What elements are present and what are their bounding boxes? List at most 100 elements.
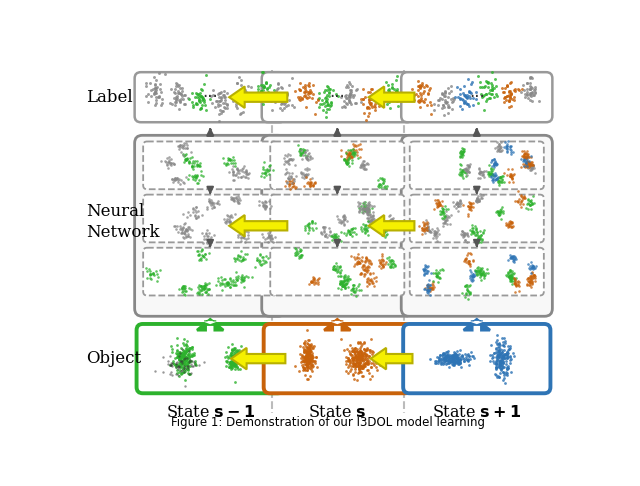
Point	[307, 354, 317, 362]
Point	[362, 116, 372, 124]
Point	[376, 250, 387, 258]
Point	[506, 148, 516, 156]
Point	[435, 198, 445, 206]
Point	[468, 354, 479, 362]
Point	[362, 275, 372, 283]
Point	[527, 164, 537, 172]
Point	[466, 272, 476, 279]
Point	[348, 360, 358, 368]
Point	[364, 352, 374, 360]
Point	[350, 365, 360, 373]
Point	[497, 363, 508, 370]
Point	[355, 199, 365, 207]
Point	[518, 150, 529, 158]
Point	[365, 99, 376, 107]
Point	[380, 260, 390, 268]
Point	[351, 146, 362, 154]
Point	[173, 362, 183, 369]
Point	[234, 200, 244, 208]
Point	[232, 166, 243, 174]
Point	[354, 356, 364, 364]
Point	[179, 341, 189, 348]
Point	[193, 361, 204, 368]
Point	[204, 237, 214, 244]
Point	[175, 180, 185, 188]
Point	[506, 254, 516, 261]
Point	[187, 158, 197, 166]
Point	[190, 210, 200, 218]
Point	[343, 354, 353, 362]
Point	[386, 263, 396, 271]
Point	[505, 344, 515, 352]
Point	[491, 175, 501, 183]
Point	[260, 169, 270, 177]
Point	[498, 353, 508, 361]
Point	[359, 203, 369, 210]
Point	[465, 290, 476, 298]
Point	[483, 84, 493, 91]
Point	[301, 154, 312, 162]
Point	[300, 357, 310, 364]
Point	[424, 276, 435, 284]
Point	[514, 86, 524, 94]
Point	[314, 94, 324, 102]
Point	[189, 358, 199, 366]
Point	[227, 347, 237, 354]
Point	[430, 269, 440, 277]
Point	[455, 153, 465, 161]
Point	[241, 166, 252, 174]
Point	[190, 93, 200, 101]
Point	[505, 342, 515, 350]
Point	[299, 345, 309, 352]
Point	[294, 254, 305, 261]
Point	[243, 174, 253, 182]
Point	[465, 260, 475, 267]
Point	[505, 217, 515, 225]
Point	[350, 350, 360, 358]
Point	[433, 278, 444, 285]
Point	[493, 354, 503, 362]
Point	[465, 275, 475, 282]
Point	[464, 198, 474, 206]
Point	[366, 275, 376, 283]
Point	[300, 148, 310, 156]
Point	[229, 344, 239, 352]
Point	[313, 275, 323, 283]
Point	[172, 174, 182, 182]
Point	[293, 252, 303, 260]
Point	[230, 357, 241, 364]
Point	[254, 92, 264, 100]
Point	[260, 171, 271, 179]
Point	[492, 92, 502, 100]
Point	[485, 86, 495, 93]
Point	[358, 157, 368, 165]
Point	[230, 162, 240, 170]
Point	[481, 82, 491, 89]
Point	[383, 96, 394, 104]
Point	[378, 257, 388, 264]
Point	[426, 110, 436, 118]
Point	[202, 239, 212, 247]
Point	[287, 179, 297, 187]
Point	[446, 352, 456, 360]
Point	[472, 237, 483, 245]
Point	[361, 206, 371, 213]
Point	[419, 225, 429, 232]
Point	[304, 355, 314, 363]
Point	[301, 350, 311, 358]
Point	[180, 144, 190, 152]
Point	[322, 91, 332, 99]
Point	[236, 234, 246, 242]
Point	[237, 256, 248, 264]
Point	[464, 289, 474, 297]
Point	[351, 347, 362, 355]
Point	[488, 165, 498, 173]
Point	[442, 221, 452, 228]
Point	[152, 278, 163, 285]
Point	[525, 86, 535, 93]
Point	[302, 354, 312, 362]
Point	[182, 155, 192, 162]
Point	[232, 347, 242, 355]
Point	[440, 350, 450, 358]
Point	[232, 356, 242, 364]
